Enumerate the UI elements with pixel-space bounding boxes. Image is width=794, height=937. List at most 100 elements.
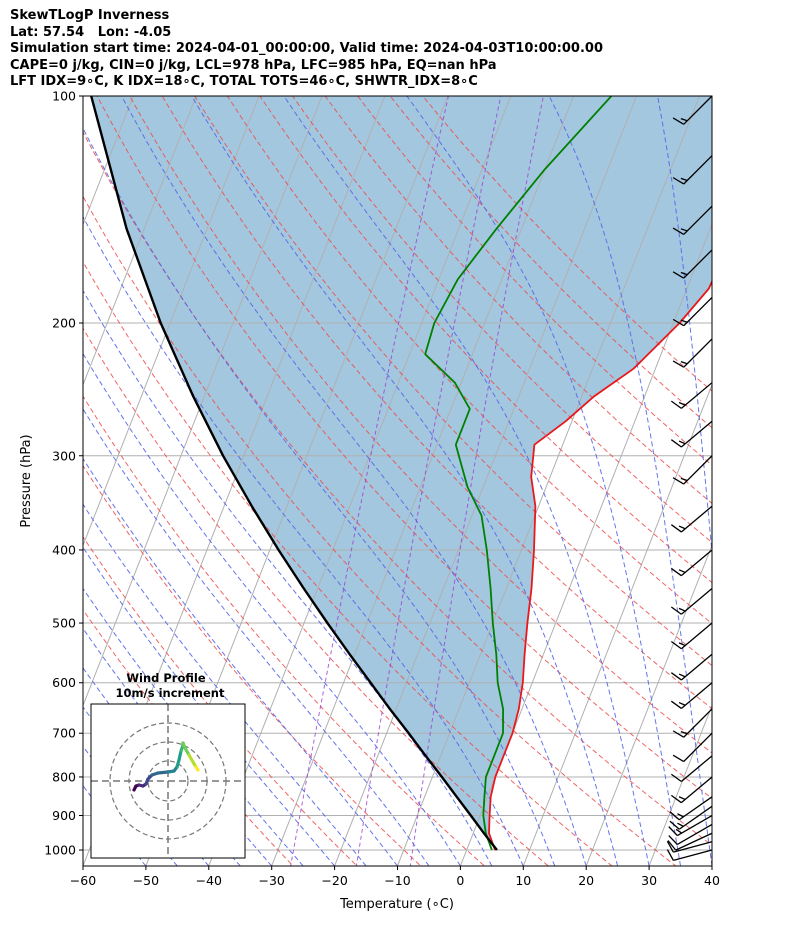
wind-barb: [670, 776, 713, 804]
wind-barb: [670, 420, 713, 448]
parcel-line: [90, 96, 498, 851]
hodograph-title: Wind Profile: [126, 671, 206, 685]
x-tick-label: −40: [196, 873, 222, 888]
moist-adiabat-line: [548, 96, 712, 866]
x-tick-label: 0: [456, 873, 464, 888]
isotherm-line: [522, 383, 712, 866]
hodograph-frame: [90, 703, 246, 859]
moist-adiabat-line: [83, 289, 493, 866]
time-line: Simulation start time: 2024-04-01_00:00:…: [10, 41, 603, 56]
isotherm-line: [0, 79, 77, 881]
moist-adiabat-line: [83, 546, 335, 866]
isotherm-line: [585, 543, 712, 866]
moist-adiabat-line: [728, 79, 775, 866]
dry-adiabat-line: [161, 96, 712, 710]
wind-barb: [666, 840, 713, 853]
wind-barb: [672, 296, 713, 327]
x-tick-label: 30: [641, 873, 657, 888]
wind-barb: [669, 805, 713, 830]
wind-barb: [670, 505, 713, 533]
wind-barb: [670, 682, 713, 709]
dry-adiabat-line: [129, 96, 712, 754]
isotherm-line: [83, 96, 260, 547]
x-tick-label: −10: [384, 873, 410, 888]
location-line: Lat: 57.54 Lon: -4.05: [10, 24, 172, 40]
moist-adiabat-line: [191, 96, 619, 866]
y-tick-label: 100: [52, 89, 76, 104]
wind-barb: [670, 653, 713, 681]
wind-barb: [670, 382, 713, 409]
axis-ticks: −60 −50 −40 −30 −20 −10 0 10 20 30 40 100 200 300 400 5…: [44, 89, 720, 889]
moist-adiabat-line: [83, 352, 461, 866]
moist-adiabat-line: [657, 96, 712, 559]
x-tick-label: −50: [133, 873, 159, 888]
wind-barb: [667, 832, 713, 851]
x-tick-label: −30: [259, 873, 285, 888]
hodograph-trace: [194, 765, 200, 772]
dry-adiabat-line: [422, 96, 712, 392]
y-tick-label: 600: [52, 675, 76, 690]
y-axis-label: Pressure (hPa): [19, 434, 34, 527]
wind-barb: [666, 849, 713, 862]
x-tick-label: −20: [321, 873, 347, 888]
wind-barb: [670, 549, 713, 577]
indices-line-1: CAPE=0 j/kg, CIN=0 j/kg, LCL=978 hPa, LF…: [10, 57, 497, 73]
mixing-ratio-line: [290, 96, 449, 866]
hodograph-ring: [147, 760, 189, 802]
y-tick-label: 300: [52, 448, 76, 463]
y-tick-label: 1000: [44, 843, 76, 858]
wind-barb: [669, 796, 713, 821]
x-axis-label: Temperature (∘C): [339, 897, 454, 912]
x-tick-label: 20: [578, 873, 594, 888]
moist-adiabat-line: [83, 215, 524, 866]
moist-adiabat-line: [83, 457, 398, 866]
title-line: SkewTLogP Inverness: [10, 8, 170, 23]
wind-barbs: [666, 95, 713, 862]
isotherm-line: [271, 96, 575, 866]
temperature-line: [488, 279, 712, 851]
y-tick-label: 500: [52, 616, 76, 631]
isotherm-line: [0, 79, 14, 881]
wind-barb: [672, 455, 713, 485]
wind-barb: [672, 205, 713, 236]
moist-adiabat-line: [83, 408, 430, 866]
wind-barb: [668, 823, 713, 846]
dry-adiabat-line: [83, 260, 613, 866]
moist-adiabat-line: [283, 96, 650, 866]
wind-barb: [670, 588, 713, 615]
isotherm-line: [334, 96, 638, 866]
y-tick-label: 200: [52, 315, 76, 330]
x-tick-label: −60: [70, 873, 96, 888]
wind-barb: [672, 155, 713, 185]
dry-adiabat-line: [83, 464, 422, 866]
isotherm-line: [396, 96, 700, 866]
moist-adiabat-line: [83, 587, 304, 866]
isotherm-line: [208, 96, 512, 866]
dewpoint-line: [424, 96, 613, 851]
dry-adiabat-line: [83, 195, 677, 866]
wind-barb: [672, 249, 713, 279]
mixing-ratio-line: [409, 96, 544, 866]
isotherm-line: [711, 864, 712, 866]
wind-barb: [668, 814, 713, 837]
dry-adiabat-line: [83, 395, 486, 866]
wind-barb: [672, 95, 713, 125]
dry-adiabat-line: [83, 131, 712, 846]
x-tick-label: 10: [515, 873, 531, 888]
moist-adiabat-line: [83, 127, 556, 866]
y-tick-label: 800: [52, 769, 76, 784]
x-tick-label: 40: [704, 873, 720, 888]
wind-barb: [672, 708, 713, 738]
isotherm-line: [83, 96, 323, 707]
dry-adiabat-line: [194, 96, 712, 667]
indices-line-2: LFT IDX=9∘C, K IDX=18∘C, TOTAL TOTS=46∘C…: [10, 74, 478, 89]
dry-adiabat-line: [259, 96, 712, 584]
wind-barb: [670, 755, 713, 783]
isotherm-line: [83, 96, 197, 387]
hodograph-inset: Wind Profile 10m/s increment: [90, 671, 246, 859]
wind-barb: [672, 732, 713, 763]
mixing-ratio-line: [355, 96, 502, 866]
y-tick-label: 700: [52, 726, 76, 741]
wind-barb: [670, 622, 713, 650]
hodograph-trace: [156, 770, 170, 775]
